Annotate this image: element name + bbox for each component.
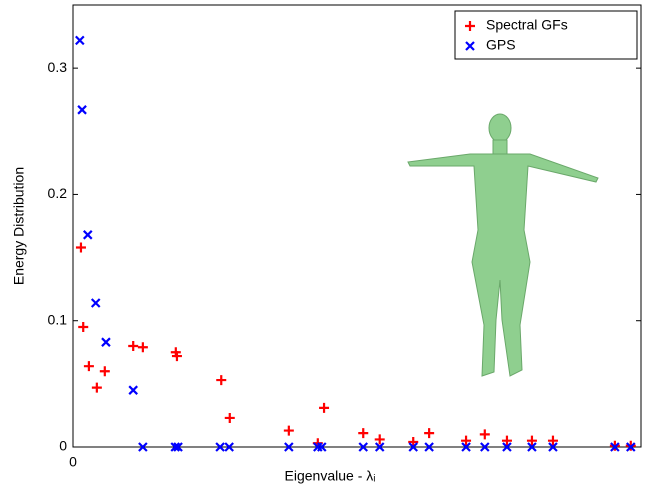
point [526, 435, 537, 446]
point [75, 242, 86, 253]
point [224, 442, 234, 452]
point [479, 429, 490, 440]
point [78, 322, 89, 333]
y-axis-label: Energy Distribution [11, 167, 27, 285]
point [77, 105, 87, 115]
x-axis-label: Eigenvalue - λᵢ [285, 468, 376, 484]
legend-marker [465, 21, 475, 31]
point [408, 442, 419, 452]
point [215, 442, 225, 452]
legend [454, 10, 638, 60]
point [547, 435, 558, 446]
point [283, 425, 294, 436]
point [284, 442, 294, 452]
legend-marker [465, 41, 475, 51]
point [374, 442, 385, 452]
point [75, 35, 85, 46]
y-tick-label: 0 [59, 438, 67, 454]
point [216, 375, 227, 386]
plot-frame [72, 4, 642, 448]
x-tick-label: 0 [69, 454, 77, 470]
y-tick-label: 0.3 [48, 59, 68, 75]
point [99, 366, 110, 377]
point [424, 442, 434, 452]
point [91, 382, 102, 393]
point [170, 442, 181, 452]
point [501, 435, 512, 446]
human-figure [407, 113, 599, 377]
point [138, 442, 148, 452]
y-tick-label: 0.2 [48, 185, 68, 201]
point [128, 385, 138, 395]
point [90, 298, 101, 308]
point [319, 402, 330, 413]
point [374, 434, 385, 445]
point [625, 442, 636, 452]
y-tick-label: 0.1 [48, 311, 68, 327]
point [610, 442, 620, 452]
point [101, 337, 111, 347]
point [358, 442, 369, 452]
point [424, 428, 435, 439]
point [82, 230, 93, 240]
point [128, 340, 139, 351]
point [171, 351, 182, 362]
point [502, 442, 512, 452]
point [224, 412, 235, 423]
point [527, 442, 537, 452]
legend-label: Spectral GFs [486, 17, 568, 33]
point [358, 428, 369, 439]
point [548, 442, 558, 452]
point [480, 442, 490, 452]
point [408, 436, 419, 447]
point [461, 435, 472, 446]
point [461, 442, 471, 452]
point [137, 342, 148, 353]
point [83, 361, 94, 372]
legend-label: GPS [486, 37, 516, 53]
point [173, 442, 183, 452]
point [317, 442, 327, 452]
